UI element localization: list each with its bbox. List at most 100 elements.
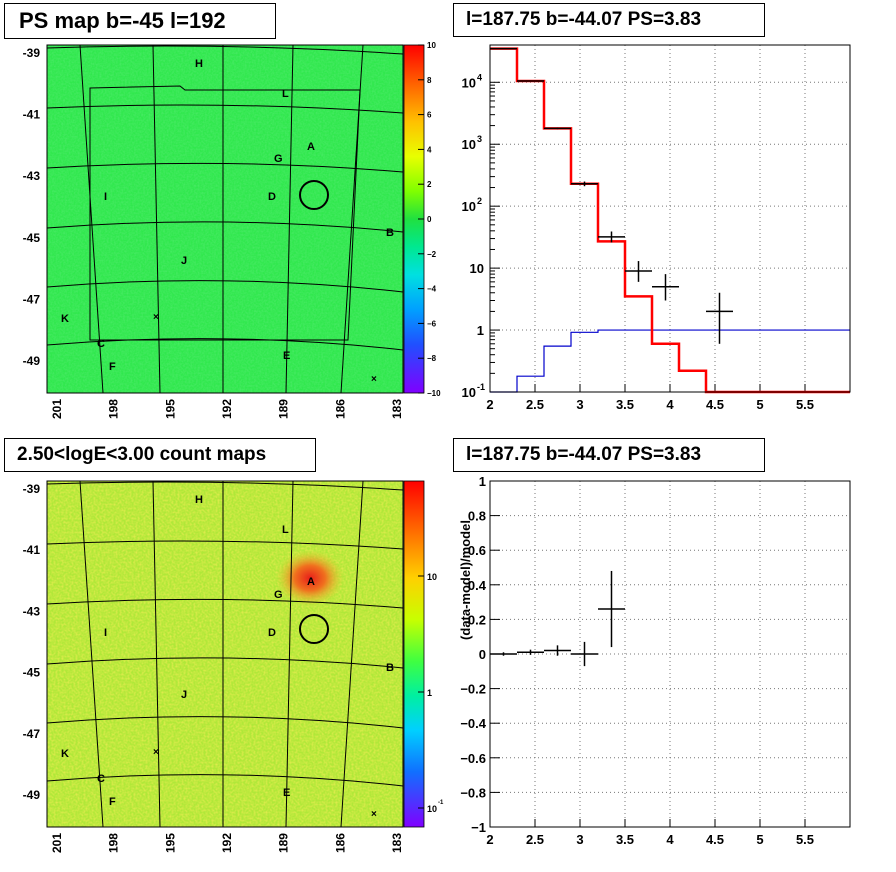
svg-text:A: A [307, 141, 315, 153]
svg-text:D: D [268, 191, 276, 203]
count-map-grid [46, 480, 404, 828]
residual-xtick-label: 5 [756, 832, 763, 847]
svg-text:K: K [61, 748, 69, 760]
residual-ytick-label: −0.4 [460, 716, 486, 731]
svg-text:B: B [386, 662, 394, 674]
svg-text:C: C [97, 773, 105, 785]
residual-ytick-label: 0.4 [468, 578, 487, 593]
lon-tick-label: 195 [163, 833, 177, 853]
spectrum-xtick-label: 3.5 [616, 397, 634, 412]
residual-ytick-label: −0.8 [460, 785, 486, 800]
svg-text:H: H [195, 494, 203, 506]
lat-tick-label: -41 [23, 543, 41, 557]
spectrum-ytick-exp: 2 [477, 196, 482, 206]
count-map-lon-labels: 201 198 195 192 189 186 183 [50, 833, 404, 853]
svg-text:×: × [153, 747, 159, 758]
residual-ylabel: (data-model)/model [458, 520, 473, 640]
lat-tick-label: -43 [23, 169, 41, 183]
svg-text:D: D [268, 627, 276, 639]
lat-tick-label: -39 [23, 482, 41, 496]
residual-ytick-label: 0 [479, 647, 486, 662]
svg-text:J: J [181, 689, 187, 701]
ps-cbar-tick-label: −6 [427, 319, 437, 328]
count-map-title: 2.50<logE<3.00 count maps [4, 438, 316, 472]
svg-text:K: K [61, 313, 69, 325]
count-colorbar [403, 480, 425, 828]
residual-ytick-label: 0.8 [468, 509, 486, 524]
residual-xtick-label: 5.5 [796, 832, 814, 847]
residual-xtick-label: 4.5 [706, 832, 724, 847]
spectrum-xtick-label: 4.5 [706, 397, 724, 412]
ps-cbar-tick-label: 8 [427, 76, 432, 85]
ps-cbar-tick-label: −8 [427, 354, 437, 363]
svg-text:F: F [109, 796, 116, 808]
spectrum-title: l=187.75 b=-44.07 PS=3.83 [453, 3, 765, 37]
residual-ytick-label: 0.6 [468, 543, 486, 558]
residual-ytick-label: −0.6 [460, 751, 486, 766]
lon-tick-label: 192 [220, 833, 234, 853]
svg-text:J: J [181, 255, 187, 267]
ps-cbar-tick-label: 4 [427, 145, 432, 154]
residual-xtick-label: 3.5 [616, 832, 634, 847]
residual-xtick-label: 3 [576, 832, 583, 847]
lon-tick-label: 201 [50, 399, 64, 419]
svg-text:G: G [274, 589, 283, 601]
spectrum-xtick-label: 3 [576, 397, 583, 412]
ps-map-source-labels: H L A G D I B J K C E F [61, 58, 394, 373]
ps-cbar-tick-label: 10 [427, 41, 436, 50]
spectrum-ytick-label: 1 [477, 323, 484, 338]
spectrum-xtick-label: 2 [486, 397, 493, 412]
ps-map-title: PS map b=-45 l=192 [4, 3, 276, 39]
spectrum-ytick-label: 10 [470, 261, 484, 276]
count-map-source-labels: H L A G D I B J K C E F [61, 494, 394, 808]
lon-tick-label: 186 [333, 833, 347, 853]
ps-map-target-circle [299, 180, 329, 210]
spectrum-xtick-label: 5.5 [796, 397, 814, 412]
residual-xtick-label: 2.5 [526, 832, 544, 847]
lat-tick-label: -49 [23, 788, 41, 802]
ps-map-lat-labels: -39 -41 -43 -45 -47 -49 [23, 46, 41, 368]
lat-tick-label: -49 [23, 354, 41, 368]
svg-text:G: G [274, 153, 283, 165]
residual-ytick-label: 1 [479, 474, 486, 489]
lon-tick-label: 189 [277, 833, 291, 853]
svg-text:H: H [195, 58, 203, 70]
residual-ytick-label: −1 [471, 820, 486, 835]
ps-cbar-tick-label: −2 [427, 250, 437, 259]
spectrum-ytick-exp: 3 [477, 134, 482, 144]
residual-ytick-label: −0.2 [460, 682, 486, 697]
svg-text:E: E [283, 787, 290, 799]
lat-tick-label: -45 [23, 666, 41, 680]
residual-xtick-label: 2 [486, 832, 493, 847]
lon-tick-label: 195 [163, 399, 177, 419]
lon-tick-label: 189 [277, 399, 291, 419]
spectrum-ytick-label: 10 [462, 137, 476, 152]
svg-text:B: B [386, 227, 394, 239]
lon-tick-label: 192 [220, 399, 234, 419]
svg-text:E: E [283, 350, 290, 362]
ps-cbar-tick-label: 0 [427, 215, 432, 224]
ps-cbar-tick-label: 2 [427, 180, 432, 189]
residual-title: l=187.75 b=-44.07 PS=3.83 [453, 438, 765, 472]
spectrum-xtick-label: 5 [756, 397, 763, 412]
lon-tick-label: 198 [107, 833, 121, 853]
count-map-target-circle [299, 614, 329, 644]
residual-plot: 2 2.5 3 3.5 4 4.5 5 5.5 1 0.8 0.6 0.4 0.2 0 −0.2 −0.4 −0… [458, 474, 851, 847]
spectrum-ytick-exp: -1 [477, 382, 485, 392]
lon-tick-label: 198 [107, 399, 121, 419]
lon-tick-label: 186 [333, 399, 347, 419]
lat-tick-label: -47 [23, 292, 41, 306]
svg-text:L: L [282, 524, 289, 536]
svg-text:I: I [104, 627, 107, 639]
ps-cbar-tick-label: −4 [427, 285, 437, 294]
ps-colorbar-ticks: 10 8 6 4 2 0 −2 −4 −6 −8 −10 [418, 41, 441, 398]
spectrum-ytick-exp: 4 [477, 72, 482, 82]
cnt-cbar-tick-label: 10 [427, 804, 437, 814]
residual-border [489, 480, 851, 828]
lat-tick-label: -39 [23, 46, 41, 60]
residual-xtick-label: 4 [666, 832, 674, 847]
lon-tick-label: 201 [50, 833, 64, 853]
lat-tick-label: -41 [23, 108, 41, 122]
